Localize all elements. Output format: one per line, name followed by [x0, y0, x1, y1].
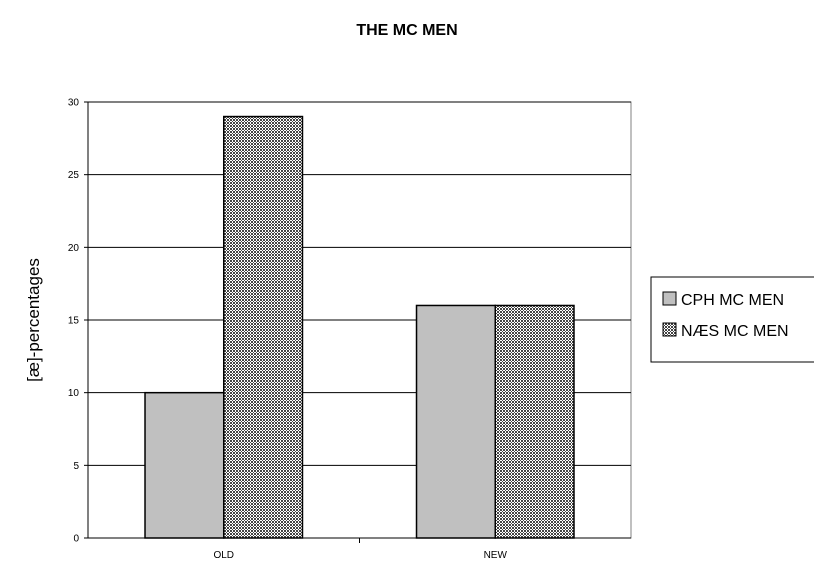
- bars: [144, 115, 575, 539]
- legend-label: NÆS MC MEN: [681, 323, 789, 340]
- x-tick-label: OLD: [213, 550, 234, 561]
- bar: [494, 304, 575, 539]
- x-tick-label: NEW: [484, 550, 508, 561]
- chart-title: THE MC MEN: [356, 22, 457, 39]
- bar: [223, 115, 304, 539]
- legend-box: [650, 276, 814, 363]
- legend: CPH MC MEN NÆS MC MEN: [650, 276, 814, 363]
- y-tick-label: 30: [68, 98, 80, 109]
- legend-swatch: [662, 322, 677, 337]
- y-axis-label: [æ]-percentages: [24, 258, 43, 382]
- y-tick-label: 0: [73, 534, 79, 545]
- legend-label: CPH MC MEN: [681, 292, 784, 309]
- bar: [144, 391, 225, 539]
- y-tick-label: 20: [68, 243, 80, 254]
- y-tick-label: 15: [68, 316, 80, 327]
- y-tick-label: 5: [73, 461, 79, 472]
- y-tick-label: 25: [68, 170, 80, 181]
- legend-swatch: [662, 291, 677, 306]
- axes: 0 5 10 15 20 25 30 OLD NEW: [68, 98, 631, 561]
- y-tick-label: 10: [68, 388, 80, 399]
- bar: [415, 304, 497, 539]
